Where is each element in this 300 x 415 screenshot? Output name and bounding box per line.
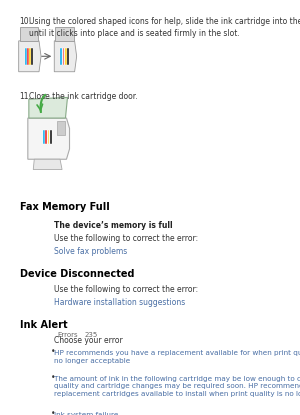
Text: The amount of ink in the following cartridge may be low enough to cause poor pri: The amount of ink in the following cartr…: [54, 376, 300, 397]
Text: Using the colored shaped icons for help, slide the ink cartridge into the empty : Using the colored shaped icons for help,…: [29, 17, 300, 38]
Bar: [65, 48, 67, 65]
Text: •: •: [51, 409, 56, 415]
Bar: [25, 48, 27, 65]
Text: Ink Alert: Ink Alert: [20, 320, 67, 330]
Text: 10.: 10.: [20, 17, 32, 26]
Polygon shape: [54, 41, 76, 72]
Bar: [63, 48, 64, 65]
Polygon shape: [29, 98, 68, 118]
Text: 11.: 11.: [20, 92, 32, 101]
Text: Close the ink cartridge door.: Close the ink cartridge door.: [29, 92, 137, 101]
Polygon shape: [19, 41, 41, 72]
Text: HP recommends you have a replacement available for when print quality becomes
no: HP recommends you have a replacement ava…: [54, 350, 300, 364]
Text: Errors: Errors: [57, 332, 78, 338]
Text: Hardware installation suggestions: Hardware installation suggestions: [54, 298, 185, 307]
Bar: [43, 130, 45, 144]
Polygon shape: [28, 118, 70, 159]
Polygon shape: [20, 27, 38, 41]
Bar: [60, 48, 62, 65]
Text: Device Disconnected: Device Disconnected: [20, 269, 134, 279]
Bar: [27, 48, 29, 65]
Text: Choose your error: Choose your error: [54, 336, 123, 344]
Text: The device’s memory is full: The device’s memory is full: [54, 221, 173, 230]
Text: Use the following to correct the error:: Use the following to correct the error:: [54, 234, 198, 243]
Text: Solve fax problems: Solve fax problems: [54, 247, 128, 256]
Text: Use the following to correct the error:: Use the following to correct the error:: [54, 285, 198, 294]
Bar: [32, 48, 33, 65]
Bar: [67, 48, 69, 65]
Text: •: •: [51, 373, 56, 382]
Text: Ink system failure: Ink system failure: [54, 412, 118, 415]
Text: 235: 235: [85, 332, 98, 338]
Text: Fax Memory Full: Fax Memory Full: [20, 202, 110, 212]
Bar: [50, 130, 52, 144]
Polygon shape: [55, 27, 74, 41]
Bar: [45, 130, 47, 144]
Bar: [48, 130, 50, 144]
Polygon shape: [33, 159, 62, 170]
Text: •: •: [51, 347, 56, 356]
Bar: [29, 48, 31, 65]
Bar: [57, 122, 64, 135]
